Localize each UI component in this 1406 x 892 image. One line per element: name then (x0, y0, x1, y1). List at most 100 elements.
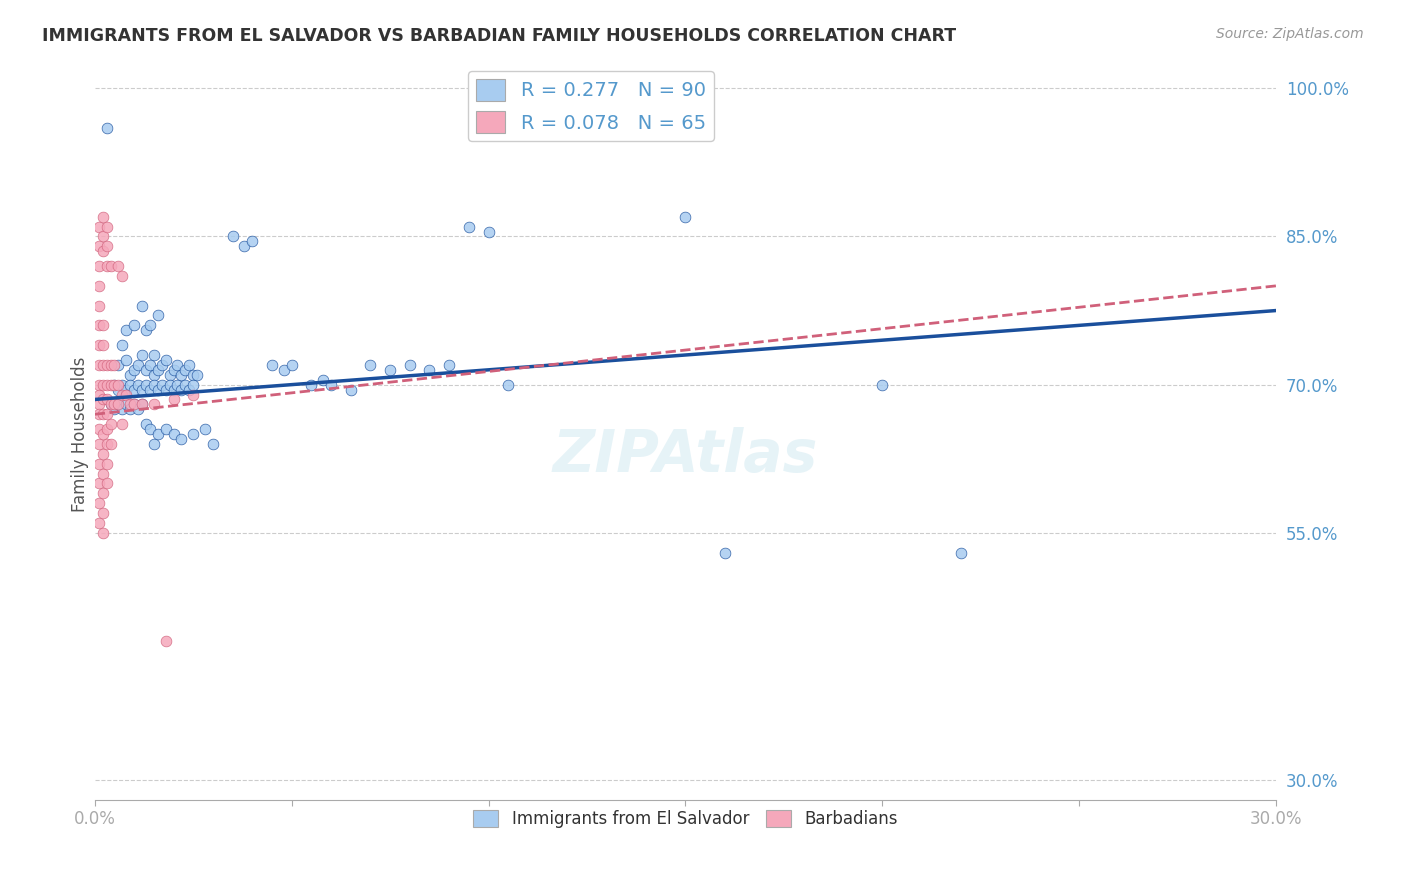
Point (100, 397, 122, 411)
Point (122, 383, 145, 397)
Point (221, 229, 243, 244)
Point (87, 476, 110, 491)
Point (91, 210, 114, 224)
Point (96, 392, 118, 407)
Point (159, 368, 181, 382)
Point (194, 422, 217, 436)
Point (127, 377, 149, 392)
Point (111, 402, 134, 417)
Point (96, 377, 118, 392)
Y-axis label: Family Households: Family Households (72, 356, 89, 512)
Point (100, 259, 122, 273)
Point (872, 377, 894, 392)
Point (142, 437, 165, 451)
Point (950, 545, 973, 559)
Point (87, 299, 110, 313)
Point (162, 392, 184, 407)
Point (155, 353, 177, 368)
Point (150, 377, 173, 392)
Point (91, 229, 114, 244)
Point (139, 422, 162, 436)
Point (233, 239, 256, 253)
Point (146, 363, 169, 377)
Point (146, 309, 169, 323)
Point (162, 427, 184, 442)
Point (103, 397, 125, 411)
Point (100, 358, 122, 372)
Point (91, 318, 114, 333)
Point (91, 407, 114, 421)
Point (96, 358, 118, 372)
Point (103, 377, 125, 392)
Point (107, 383, 129, 397)
Point (87, 407, 110, 421)
Point (87, 259, 110, 273)
Point (107, 259, 129, 273)
Point (100, 437, 122, 451)
Point (146, 427, 169, 442)
Point (111, 377, 134, 392)
Point (87, 358, 110, 372)
Point (91, 506, 114, 520)
Point (96, 259, 118, 273)
Point (115, 323, 138, 337)
Point (179, 383, 201, 397)
Point (675, 210, 697, 224)
Point (240, 235, 263, 249)
Point (162, 383, 184, 397)
Point (91, 244, 114, 259)
Point (135, 363, 157, 377)
Point (91, 447, 114, 461)
Point (87, 338, 110, 352)
Point (319, 377, 342, 392)
Point (87, 377, 110, 392)
Point (120, 368, 142, 382)
Point (91, 358, 114, 372)
Point (111, 338, 134, 352)
Point (359, 358, 381, 372)
Point (131, 397, 153, 411)
Point (100, 377, 122, 392)
Point (91, 338, 114, 352)
Point (91, 427, 114, 442)
Point (273, 363, 295, 377)
Point (142, 377, 165, 392)
Point (91, 377, 114, 392)
Point (115, 397, 138, 411)
Point (201, 437, 224, 451)
Point (87, 239, 110, 253)
Point (120, 402, 142, 417)
Point (159, 377, 181, 392)
Point (96, 457, 118, 471)
Point (111, 268, 134, 283)
Point (122, 318, 145, 333)
Point (131, 299, 153, 313)
Point (96, 407, 118, 421)
Point (96, 219, 118, 234)
Point (477, 225, 499, 239)
Text: ZIPAtlas: ZIPAtlas (553, 427, 818, 484)
Point (155, 634, 177, 648)
Point (437, 358, 460, 372)
Point (87, 422, 110, 436)
Point (87, 318, 110, 333)
Point (166, 358, 188, 372)
Point (146, 383, 169, 397)
Point (96, 437, 118, 451)
Point (115, 383, 138, 397)
Point (115, 353, 138, 368)
Point (280, 358, 302, 372)
Point (170, 432, 193, 446)
Point (96, 422, 118, 436)
Point (87, 516, 110, 530)
Point (170, 383, 193, 397)
Point (142, 397, 165, 411)
Point (181, 377, 204, 392)
Point (418, 363, 440, 377)
Point (378, 363, 401, 377)
Point (111, 417, 134, 431)
Point (107, 397, 129, 411)
Point (398, 358, 420, 372)
Point (150, 358, 173, 372)
Point (122, 397, 145, 411)
